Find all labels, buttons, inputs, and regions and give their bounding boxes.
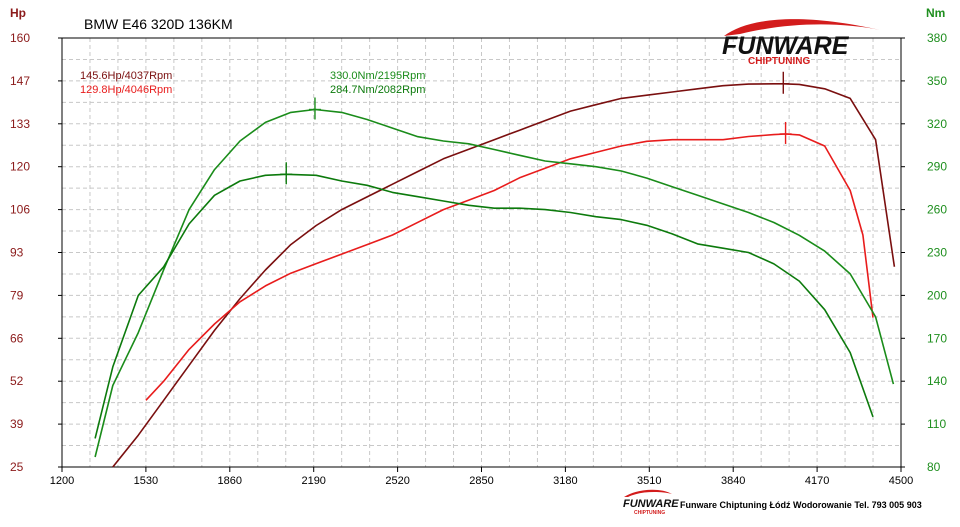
torque-stock-curve	[94, 173, 874, 439]
footer-logo-sub: CHIPTUNING	[634, 510, 665, 516]
y-left-tick-label: 133	[10, 117, 30, 131]
footer-car-swoosh-icon	[624, 489, 672, 497]
y-right-tick-label: 260	[927, 203, 947, 217]
legend-torque-tuned: 330.0Nm/2195Rpm	[330, 70, 425, 82]
y-left-tick-label: 79	[10, 288, 24, 302]
x-tick-label: 1530	[134, 475, 158, 487]
y-right-tick-label: 170	[927, 331, 947, 345]
y-right-tick-label: 230	[927, 246, 947, 260]
legend-power-tuned: 145.6Hp/4037Rpm	[80, 70, 172, 82]
y-left-tick-label: 52	[10, 374, 24, 388]
y-right-label: Nm	[926, 6, 945, 20]
x-tick-label: 2190	[301, 475, 325, 487]
x-tick-label: 2850	[469, 475, 493, 487]
x-tick-label: 4170	[805, 475, 829, 487]
grid	[62, 38, 901, 467]
footer: FUNWARE CHIPTUNING Funware Chiptuning Łó…	[623, 489, 922, 516]
y-right-tick-label: 140	[927, 374, 947, 388]
y-right-tick-label: 200	[927, 288, 947, 302]
y-right-tick-label: 350	[927, 74, 947, 88]
peak-markers	[280, 71, 792, 185]
x-tick-label: 3510	[637, 475, 661, 487]
y-left-tick-label: 147	[10, 74, 30, 88]
footer-logo-main: FUNWARE	[623, 498, 679, 510]
y-right-tick-label: 290	[927, 160, 947, 174]
x-tick-label: 3180	[553, 475, 577, 487]
y-left-tick-label: 160	[10, 31, 30, 45]
axes: 1200 1530 1860 2190 2520 2850 3180 3510 3840 4170…	[10, 31, 947, 487]
x-tick-label: 2520	[385, 475, 409, 487]
chart-title: BMW E46 320D 136KM	[84, 16, 233, 32]
y-right-tick-label: 110	[927, 417, 946, 431]
legend-torque-stock: 284.7Nm/2082Rpm	[330, 84, 425, 96]
funware-logo: FUNWARE CHIPTUNING	[722, 19, 880, 67]
car-swoosh-icon	[724, 19, 880, 36]
logo-sub-text: CHIPTUNING	[748, 56, 810, 67]
x-tick-label: 1860	[218, 475, 242, 487]
y-left-tick-label: 93	[10, 246, 24, 260]
series	[94, 83, 896, 468]
x-tick-label: 1200	[50, 475, 74, 487]
y-left-tick-label: 25	[10, 460, 24, 474]
logo-main-text: FUNWARE	[722, 32, 850, 60]
y-right-tick-label: 380	[927, 31, 947, 45]
y-left-tick-label: 106	[10, 203, 30, 217]
torque-tuned-curve	[94, 108, 895, 458]
y-right-tick-label: 320	[927, 117, 947, 131]
y-right-tick-label: 80	[927, 460, 941, 474]
x-tick-label: 4500	[889, 475, 913, 487]
y-left-tick-label: 66	[10, 331, 24, 345]
y-left-tick-label: 39	[10, 417, 24, 431]
legend-power-stock: 129.8Hp/4046Rpm	[80, 84, 172, 96]
x-tick-label: 3840	[721, 475, 745, 487]
footer-text: Funware Chiptuning Łódź Wodorowanie Tel.…	[680, 500, 922, 510]
y-left-label: Hp	[10, 6, 26, 20]
y-left-tick-label: 120	[10, 160, 30, 174]
